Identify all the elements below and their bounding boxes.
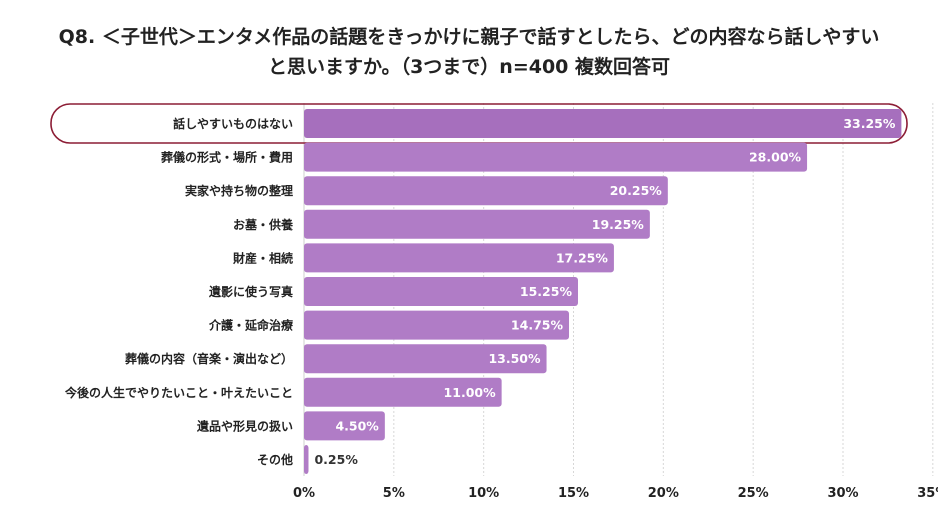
value-label: 0.25% [314,452,358,467]
x-tick-label: 0% [293,486,315,501]
value-label: 19.25% [592,217,645,232]
category-label: 葬儀の形式・場所・費用 [161,150,293,165]
category-label: 今後の人生でやりたいこと・叶えたいこと [64,385,293,400]
bar [304,176,668,206]
x-tick-label: 10% [468,486,499,501]
value-label: 20.25% [610,183,663,198]
bar [304,344,547,374]
x-tick-label: 30% [827,486,858,501]
value-label: 11.00% [444,385,497,400]
category-label: 話しやすいものはない [173,116,293,131]
x-tick-label: 15% [558,486,589,501]
bar [304,109,902,138]
category-label: 遺影に使う写真 [208,284,293,299]
value-label: 33.25% [843,116,896,131]
category-label: 葬儀の内容（音楽・演出など） [125,351,293,366]
chart-title-line-2: と思いますか。（3つまで）n=400 複数回答可 [267,56,671,78]
value-label: 13.50% [488,351,541,366]
bar [304,310,570,340]
category-label: お墓・供養 [233,217,293,232]
x-tick-label: 20% [648,486,679,501]
bar [304,142,808,172]
category-label: 介護・延命治療 [208,318,293,333]
category-label: 実家や持ち物の整理 [185,183,293,198]
bar [304,377,502,407]
value-label: 14.75% [511,318,564,333]
x-tick-label: 5% [383,486,405,501]
category-label: その他 [257,452,293,467]
x-tick-label: 35% [917,486,938,501]
value-label: 17.25% [556,250,609,265]
bar [304,243,614,273]
x-tick-label: 25% [738,486,769,501]
category-label: 遺品や形見の扱い [196,418,293,433]
value-label: 28.00% [749,150,802,165]
bar [304,445,309,474]
value-label: 15.25% [520,284,573,299]
bar [304,277,578,306]
category-label: 財産・相続 [232,250,293,265]
value-label: 4.50% [335,418,379,433]
chart-title-line-1: Q8. ＜子世代＞エンタメ作品の話題をきっかけに親子で話すとしたら、どの内容なら… [58,26,880,48]
bar [304,209,650,239]
bar [304,411,385,441]
